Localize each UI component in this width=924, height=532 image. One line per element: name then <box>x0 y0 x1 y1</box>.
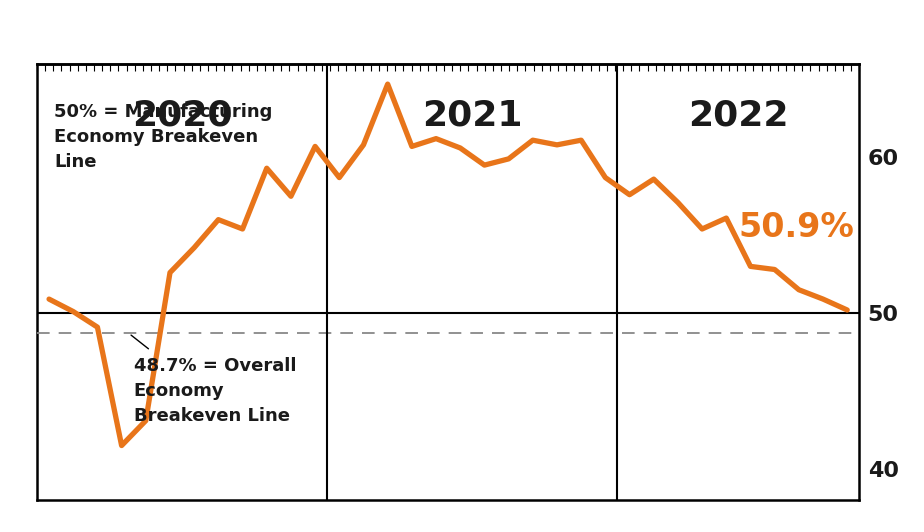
Text: 2020: 2020 <box>132 99 232 133</box>
Text: 48.7% = Overall
Economy
Breakeven Line: 48.7% = Overall Economy Breakeven Line <box>134 357 297 425</box>
Text: 2021: 2021 <box>422 99 523 133</box>
Text: 50.9%: 50.9% <box>738 211 854 244</box>
Text: 50% = Manufacturing
Economy Breakeven
Line: 50% = Manufacturing Economy Breakeven Li… <box>54 103 273 171</box>
Text: 2022: 2022 <box>688 99 789 133</box>
